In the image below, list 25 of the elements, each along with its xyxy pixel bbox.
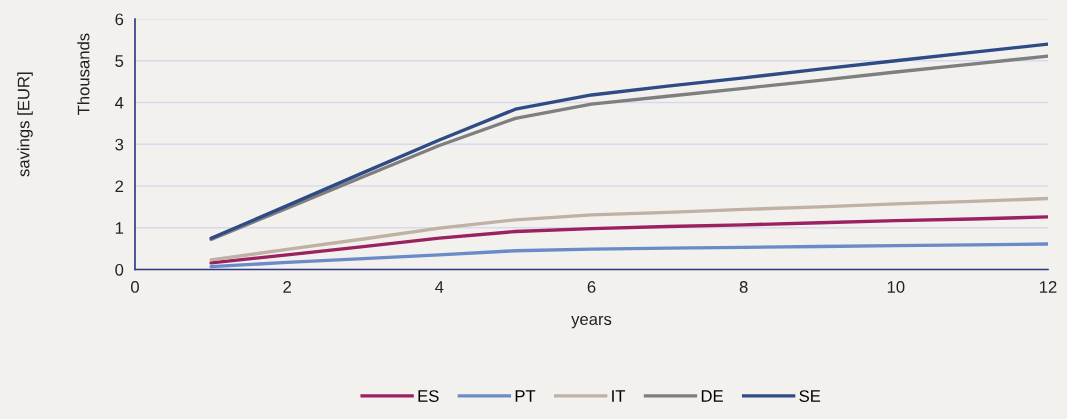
x-axis-title: years [571,315,612,329]
legend-label: IT [612,390,626,402]
line-series [209,215,1048,265]
y-tick-label: 2 [115,180,124,193]
x-tick-label: 4 [435,281,444,293]
y-tick-label: 5 [115,55,124,67]
y-tick-label: 6 [115,13,124,26]
legend-label: DE [701,390,723,402]
x-tick-label: 6 [587,281,596,293]
x-tick-label: 0 [131,281,139,293]
legend-label: PT [515,390,536,402]
x-tick-label: 2 [283,281,291,293]
y-tick-label: 3 [115,138,124,151]
x-tick-label: 8 [739,281,748,293]
y-tick-label: 1 [115,222,124,234]
y-tick-label: 0 [115,263,124,276]
legend-label: ES [418,390,439,402]
legend-label: SE [799,390,821,402]
line-series [209,196,1048,262]
text: savings [EUR] [17,72,33,177]
line-series [209,242,1048,269]
text: Thousands [77,33,90,115]
x-tick-label: 10 [887,281,905,293]
y-tick-label: 4 [115,97,124,109]
x-tick-label: 12 [1040,281,1057,293]
